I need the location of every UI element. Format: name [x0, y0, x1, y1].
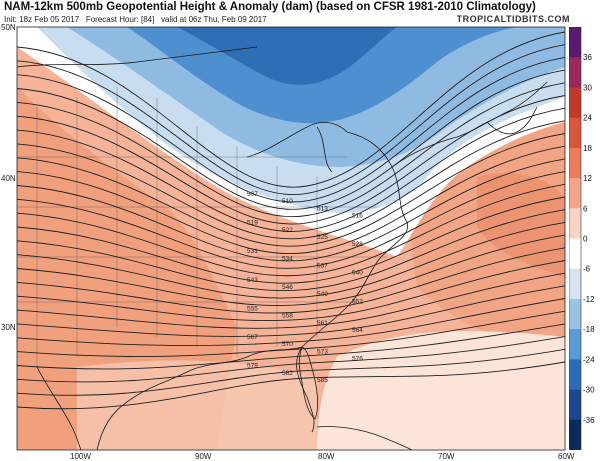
- height-contour-label: 513: [317, 205, 328, 212]
- height-contour-label: 573: [317, 348, 328, 355]
- lat-label-30n: 30N: [1, 323, 16, 332]
- height-contour-label: 528: [352, 241, 363, 248]
- map-svg: 507 510 513 516 519 522 525 528 531 534 537 540 543 5…: [17, 27, 565, 450]
- colorbar-segment: [569, 117, 581, 149]
- height-contour-label: 537: [317, 263, 328, 270]
- colorbar-segment: [569, 389, 581, 421]
- colorbar-tick-label: 18: [583, 144, 592, 153]
- colorbar-segment: [569, 268, 581, 300]
- lon-label-60w: 60W: [558, 452, 575, 461]
- colorbar-segment: [569, 27, 581, 58]
- lon-label-80w: 80W: [318, 452, 335, 461]
- lon-label-70w: 70W: [438, 452, 455, 461]
- height-contour-label: 510: [282, 198, 293, 205]
- height-contour-label: 549: [317, 291, 328, 298]
- map-panel: 507 510 513 516 519 522 525 528 531 534 537 540 543 5…: [17, 27, 565, 450]
- height-contour-label: 570: [282, 341, 293, 348]
- colorbar-svg: 36 30 24 18 12 6 0 -6 -12 -18 -24 -30 -36: [568, 26, 595, 451]
- height-contour-label: 543: [247, 277, 258, 284]
- height-contour-label: 585: [317, 377, 328, 384]
- colorbar-tick-label: 6: [583, 204, 588, 213]
- height-contour-label: 534: [282, 255, 293, 262]
- colorbar-segment: [569, 359, 581, 391]
- colorbar-segment: [569, 178, 581, 209]
- colorbar-tick-label: -18: [583, 325, 595, 334]
- height-contour-label: 582: [282, 370, 293, 377]
- colorbar-tick-label: 24: [583, 114, 592, 123]
- height-contour-label: 564: [352, 327, 363, 334]
- height-contour-label: 552: [352, 298, 363, 305]
- anomaly-light-gulf: [77, 360, 317, 450]
- site-watermark: TROPICALTIDBITS.COM: [456, 14, 570, 24]
- forecast-hour: Forecast Hour: [84]: [85, 15, 155, 24]
- colorbar-tick-label: -24: [583, 355, 595, 364]
- height-contour-label: 507: [247, 191, 258, 198]
- height-contour-label: 576: [352, 356, 363, 363]
- valid-time: valid at 06z Thu, Feb 09 2017: [161, 15, 267, 24]
- colorbar-segment: [569, 298, 581, 330]
- lon-label-90w: 90W: [195, 452, 212, 461]
- colorbar-tick-label: 30: [583, 83, 592, 92]
- height-contour-label: 519: [247, 220, 258, 227]
- colorbar-tick-label: 36: [583, 53, 592, 62]
- colorbar-tick-label: -6: [583, 265, 591, 274]
- colorbar-tick-label: 12: [583, 174, 592, 183]
- init-time: Init: 18z Feb 05 2017: [4, 15, 80, 24]
- map-subtitle: Init: 18z Feb 05 2017 Forecast Hour: [84…: [4, 15, 267, 24]
- height-contour-label: 540: [352, 270, 363, 277]
- height-contour-label: 555: [247, 306, 258, 313]
- colorbar-segment: [569, 329, 581, 360]
- map-title: NAM-12km 500mb Geopotential Height & Ano…: [4, 1, 536, 13]
- height-contour-label: 516: [352, 213, 363, 220]
- colorbar-tick-label: -36: [583, 416, 595, 425]
- height-contour-label: 561: [317, 320, 328, 327]
- colorbar-segment: [569, 57, 581, 88]
- colorbar-tick-label: 0: [583, 235, 588, 244]
- anomaly-colorbar: 36 30 24 18 12 6 0 -6 -12 -18 -24 -30 -36: [568, 26, 600, 451]
- height-contour-label: 558: [282, 313, 293, 320]
- height-contour-label: 579: [247, 363, 258, 370]
- colorbar-segment: [569, 208, 581, 239]
- lat-label-40n: 40N: [1, 174, 16, 183]
- colorbar-segment: [569, 419, 581, 451]
- colorbar-segment: [569, 87, 581, 119]
- colorbar-tick-label: -30: [583, 386, 595, 395]
- height-contour-label: 522: [282, 227, 293, 234]
- colorbar-segment: [569, 238, 581, 270]
- height-contour-label: 525: [317, 234, 328, 241]
- lon-label-100w: 100W: [70, 452, 91, 461]
- colorbar-segment: [569, 147, 581, 179]
- height-contour-label: 546: [282, 284, 293, 291]
- height-contour-label: 567: [247, 334, 258, 341]
- height-contour-label: 531: [247, 248, 258, 255]
- lat-label-50n: 50N: [1, 23, 16, 32]
- colorbar-tick-label: -12: [583, 295, 595, 304]
